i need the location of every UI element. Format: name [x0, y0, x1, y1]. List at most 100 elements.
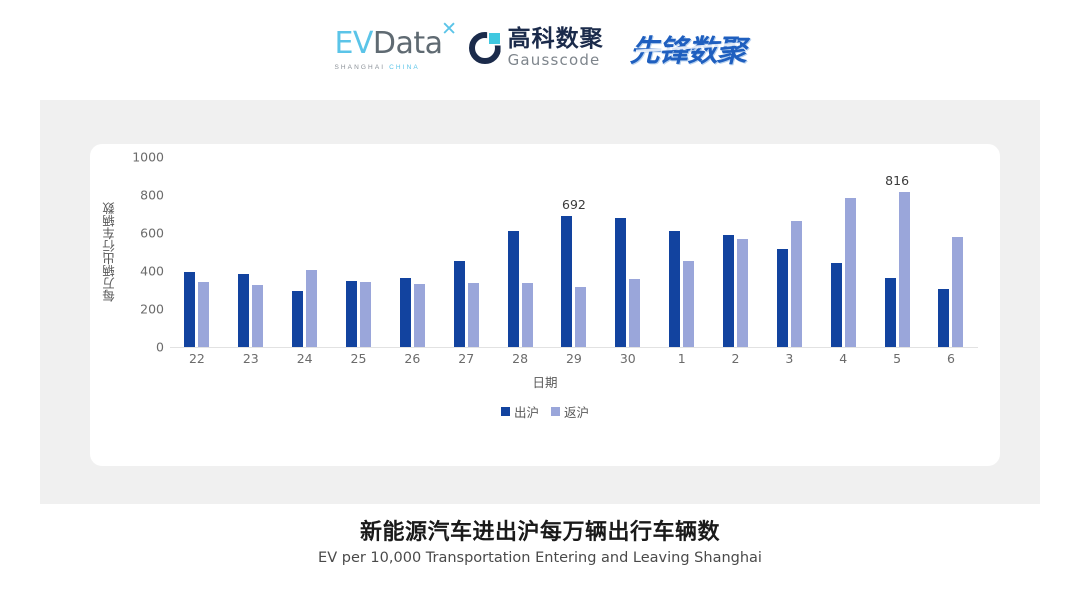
x-tick-label: 5	[893, 351, 902, 366]
bar-out[interactable]	[292, 290, 304, 347]
bar-out[interactable]	[453, 261, 465, 347]
bar-out[interactable]	[669, 230, 681, 347]
bar-value-label: 692	[562, 196, 586, 212]
y-tick-label: 400	[140, 263, 164, 279]
caption-title: 新能源汽车进出沪每万辆出行车辆数	[359, 520, 720, 545]
bar-back[interactable]	[252, 284, 264, 347]
bar-back[interactable]	[629, 278, 641, 347]
legend-swatch-icon	[551, 407, 560, 416]
x-tick-label: 29	[565, 351, 582, 366]
x-tick-label: 26	[404, 351, 421, 366]
y-tick-label: 1000	[132, 149, 164, 165]
x-tick-label: 27	[458, 351, 475, 366]
bar-out[interactable]	[238, 274, 250, 347]
x-tick-label: 2	[731, 351, 740, 366]
gausscode-square-shape	[488, 33, 500, 44]
bar-group: 816	[870, 157, 924, 347]
x-tick-label: 22	[188, 351, 205, 366]
evdata-wordmark: EVData ✕	[334, 20, 457, 61]
chart-legend: 出沪 返沪	[90, 402, 1000, 421]
x-tick-label: 4	[839, 351, 848, 366]
bar-out[interactable]	[884, 278, 896, 347]
bar-group	[224, 157, 278, 347]
y-tick-label: 0	[156, 339, 164, 355]
bar-back[interactable]	[198, 282, 210, 347]
y-tick-label: 800	[140, 187, 164, 203]
x-axis-ticks: 22 23 24 25 26 27 28 29 30 1 2 3 4 5 6	[170, 351, 978, 366]
xianfeng-logo: 先锋数聚	[630, 26, 747, 70]
bar-value-label: 816	[885, 172, 910, 188]
bar-back[interactable]	[844, 197, 856, 347]
legend-label: 返沪	[564, 405, 590, 420]
bar-chart: 每万辆出行车辆数 1000 800 600 400 200 0 692 816 22 23 24…	[90, 144, 1000, 466]
bar-group	[601, 157, 655, 347]
bar-back[interactable]	[737, 238, 749, 347]
bar-group	[816, 157, 870, 347]
bar-out[interactable]	[346, 281, 357, 347]
bar-group	[170, 157, 224, 347]
evdata-data-text: Data	[372, 26, 443, 61]
caption: 新能源汽车进出沪每万辆出行车辆数 EV per 10,000 Transport…	[0, 520, 1080, 566]
legend-label: 出沪	[513, 405, 539, 420]
legend-item[interactable]: 出沪	[500, 402, 539, 421]
bar-out[interactable]	[615, 217, 627, 347]
evdata-tagline-country: CHINA	[389, 64, 420, 71]
x-tick-label: 24	[296, 351, 313, 366]
bar-group	[278, 157, 332, 347]
y-tick-label: 200	[140, 301, 164, 317]
bar-back[interactable]	[306, 270, 318, 347]
bar-out[interactable]	[776, 248, 788, 347]
bar-out[interactable]	[184, 272, 196, 347]
bar-group	[762, 157, 816, 347]
bar-group	[655, 157, 709, 347]
x-tick-label: 25	[350, 351, 367, 366]
bar-back[interactable]	[790, 221, 802, 347]
y-axis-title: 每万辆出行车辆数	[102, 202, 117, 302]
bar-group	[385, 157, 439, 347]
bar-back[interactable]	[467, 282, 479, 347]
bar-back[interactable]	[360, 282, 371, 347]
x-tick-label: 1	[677, 351, 686, 366]
x-tick-label: 3	[785, 351, 794, 366]
bar-back[interactable]	[952, 236, 964, 347]
bar-back[interactable]	[575, 286, 587, 347]
caption-subtitle: EV per 10,000 Transportation Entering an…	[318, 550, 762, 567]
evdata-logo: EVData ✕ SHANGHAI CHINA	[334, 20, 457, 72]
bar-out[interactable]	[938, 289, 950, 347]
logo-bar: EVData ✕ SHANGHAI CHINA 高科数聚 Gausscode 先锋…	[0, 0, 1080, 96]
x-tick-label: 23	[242, 351, 259, 366]
bar-group	[439, 157, 493, 347]
bar-out[interactable]	[507, 231, 519, 347]
evdata-tagline-city: SHANGHAI	[334, 64, 390, 71]
evdata-x-icon: ✕	[441, 18, 457, 40]
gausscode-logo: 高科数聚 Gausscode	[468, 28, 604, 68]
bar-groups: 692 816	[170, 157, 978, 347]
bar-group: 692	[547, 157, 601, 347]
bar-group	[709, 157, 763, 347]
chart-panel: 每万辆出行车辆数 1000 800 600 400 200 0 692 816 22 23 24…	[40, 100, 1040, 504]
gausscode-ring-shape	[468, 32, 501, 64]
legend-swatch-icon	[500, 407, 510, 416]
gausscode-wordmark: 高科数聚 Gausscode	[508, 28, 604, 68]
x-tick-label: 6	[946, 351, 955, 366]
x-tick-label: 30	[619, 351, 636, 366]
bar-out[interactable]	[723, 235, 735, 347]
y-tick-label: 600	[140, 225, 164, 241]
legend-item[interactable]: 返沪	[551, 402, 589, 421]
bar-out[interactable]	[830, 262, 842, 347]
bar-out[interactable]	[399, 277, 411, 347]
evdata-tagline: SHANGHAI CHINA	[334, 64, 419, 71]
bar-out[interactable]	[561, 215, 573, 347]
bar-back[interactable]	[683, 260, 695, 347]
evdata-ev-text: EV	[334, 26, 373, 61]
bar-back[interactable]	[413, 283, 425, 347]
bar-group	[332, 157, 386, 347]
x-tick-label: 28	[512, 351, 529, 366]
bar-back[interactable]	[898, 191, 910, 347]
plot-area: 692 816	[170, 157, 978, 348]
bar-group	[924, 157, 978, 347]
bar-back[interactable]	[521, 283, 533, 347]
y-axis-ticks: 1000 800 600 400 200 0	[118, 150, 164, 355]
gausscode-mark-icon	[468, 32, 501, 64]
gausscode-english-name: Gausscode	[507, 51, 601, 69]
